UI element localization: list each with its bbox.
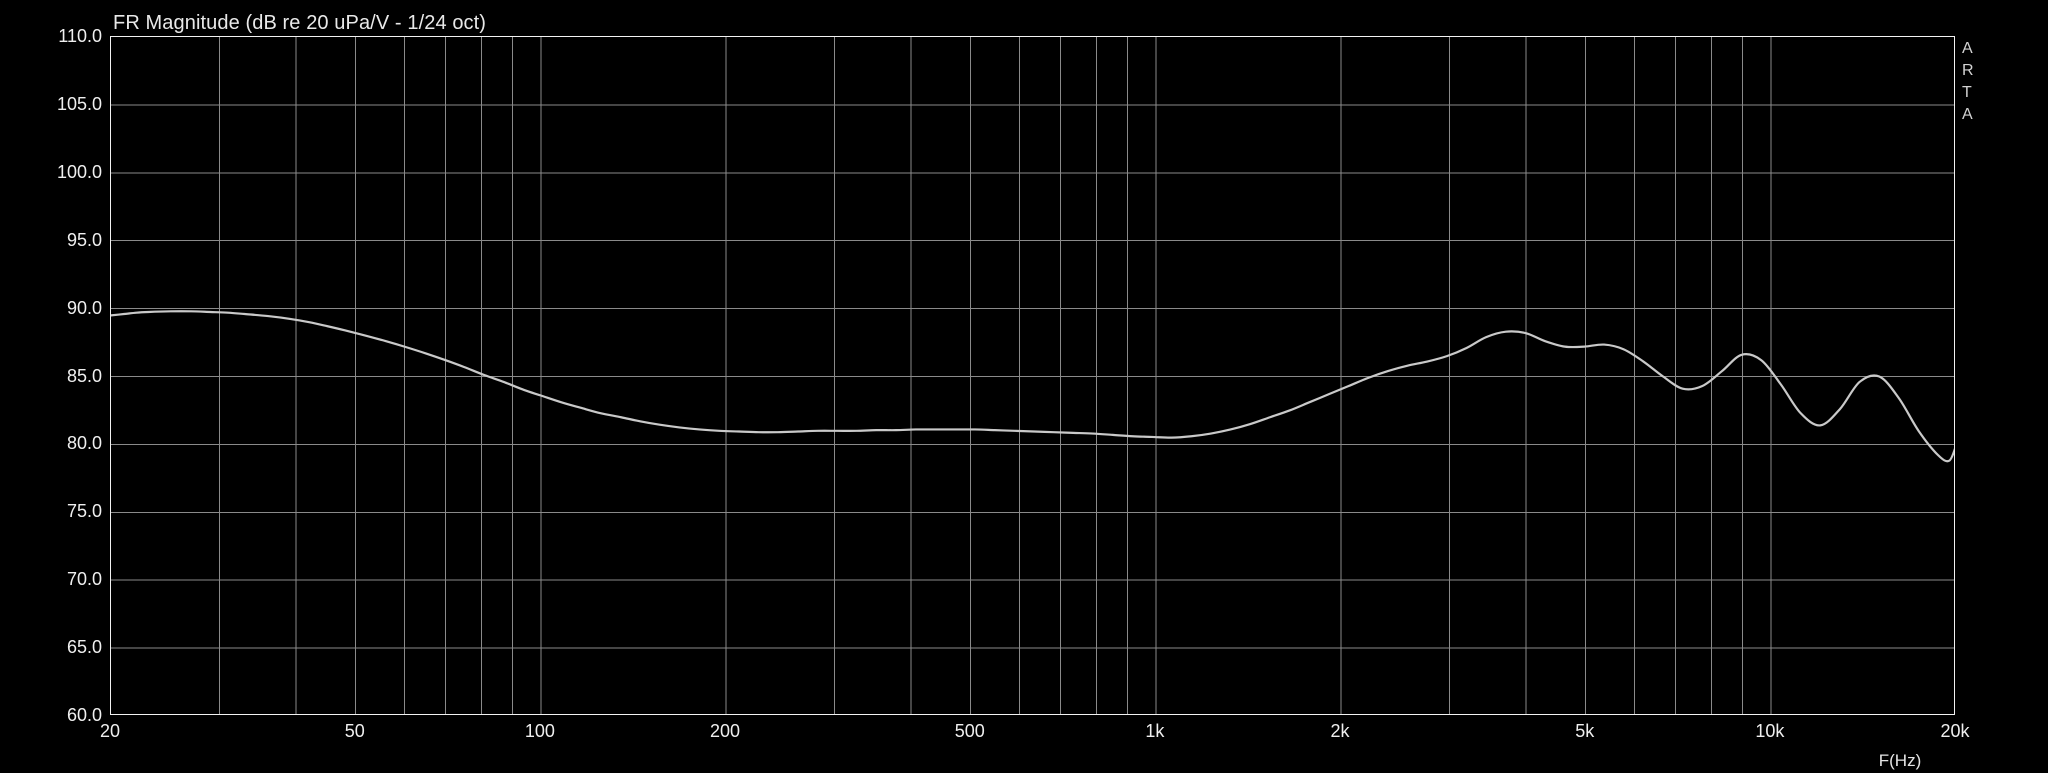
y-axis-tick-label: 90.0 xyxy=(66,297,102,318)
x-axis-tick-label: 1k xyxy=(1145,721,1165,741)
y-axis-tick-label: 95.0 xyxy=(66,229,102,250)
watermark-letter: R xyxy=(1962,62,1974,79)
x-axis-tick-label: 20k xyxy=(1940,721,1970,741)
x-axis-tick-label: 10k xyxy=(1755,721,1785,741)
watermark-letter: A xyxy=(1962,40,1973,57)
y-axis-tick-label: 110.0 xyxy=(58,26,102,46)
x-axis-tick-label: 2k xyxy=(1330,721,1350,741)
x-axis-tick-label: 20 xyxy=(99,721,121,741)
chart-title: FR Magnitude (dB re 20 uPa/V - 1/24 oct) xyxy=(113,12,487,34)
y-axis-tick-label: 70.0 xyxy=(66,569,102,590)
watermark-letter: T xyxy=(1962,84,1972,101)
x-axis-tick-label: 500 xyxy=(954,721,985,741)
response-curve xyxy=(111,310,1954,463)
x-axis-tick-label: 100 xyxy=(524,721,555,741)
x-axis-title: F(Hz) xyxy=(1878,751,1922,770)
y-axis-labels: 110.0 105.0 100.0 95.0 90.0 85.0 80.0 75.0 70.0 6… xyxy=(0,0,102,773)
watermark-letter: A xyxy=(1962,106,1973,123)
x-axis-tick-label: 5k xyxy=(1575,721,1595,741)
major-gridlines-y xyxy=(111,104,1954,649)
frequency-response-plot xyxy=(111,37,1954,714)
y-axis-tick-label: 65.0 xyxy=(66,637,102,658)
x-axis-tick-label: 200 xyxy=(709,721,741,741)
y-axis-tick-label: 105.0 xyxy=(56,93,102,114)
y-axis-tick-label: 60.0 xyxy=(66,705,102,725)
y-axis-tick-label: 75.0 xyxy=(66,501,102,522)
plot-area[interactable] xyxy=(110,36,1955,715)
y-axis-tick-label: 85.0 xyxy=(66,365,102,386)
y-axis-tick-label: 100.0 xyxy=(56,161,102,182)
y-axis-tick-label: 80.0 xyxy=(66,433,102,454)
x-axis-tick-label: 50 xyxy=(344,721,365,741)
